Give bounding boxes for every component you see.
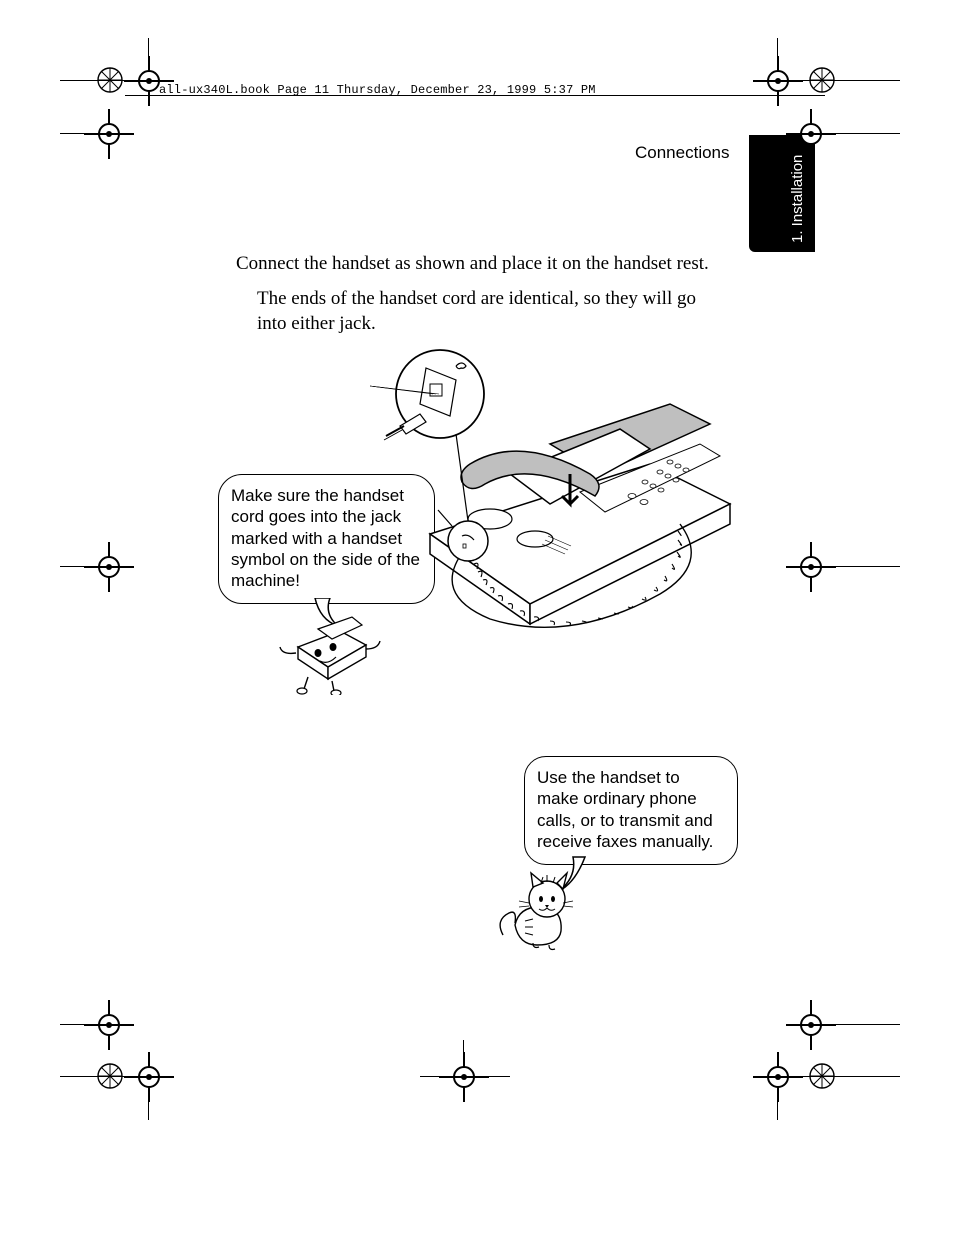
registration-mark-icon xyxy=(96,1062,124,1090)
registration-mark-icon xyxy=(98,123,120,145)
registration-mark-icon xyxy=(808,1062,836,1090)
registration-mark-icon xyxy=(808,66,836,94)
instruction-paragraph-1: Connect the handset as shown and place i… xyxy=(236,253,709,275)
fax-machine-diagram xyxy=(370,344,750,644)
callout-bubble-handset-use: Use the handset to make ordinary phone c… xyxy=(524,756,738,865)
chapter-tab: 1. Installation xyxy=(749,135,815,252)
instruction-paragraph-2: The ends of the handset cord are identic… xyxy=(257,287,717,336)
registration-mark-icon xyxy=(800,123,822,145)
registration-mark-icon xyxy=(138,70,160,92)
chapter-tab-label: 1. Installation xyxy=(789,155,806,243)
registration-mark-icon xyxy=(98,556,120,578)
registration-mark-icon xyxy=(96,66,124,94)
registration-mark-icon xyxy=(800,556,822,578)
registration-mark-icon xyxy=(138,1066,160,1088)
registration-mark-icon xyxy=(767,1066,789,1088)
registration-mark-icon xyxy=(98,1014,120,1036)
registration-mark-icon xyxy=(767,70,789,92)
header-rule xyxy=(125,95,825,96)
callout-bubble-text: Use the handset to make ordinary phone c… xyxy=(537,768,713,851)
registration-mark-icon xyxy=(453,1066,475,1088)
fax-mascot-icon xyxy=(270,605,390,695)
cat-mascot-icon xyxy=(495,865,585,955)
registration-mark-icon xyxy=(800,1014,822,1036)
section-title: Connections xyxy=(635,143,730,163)
